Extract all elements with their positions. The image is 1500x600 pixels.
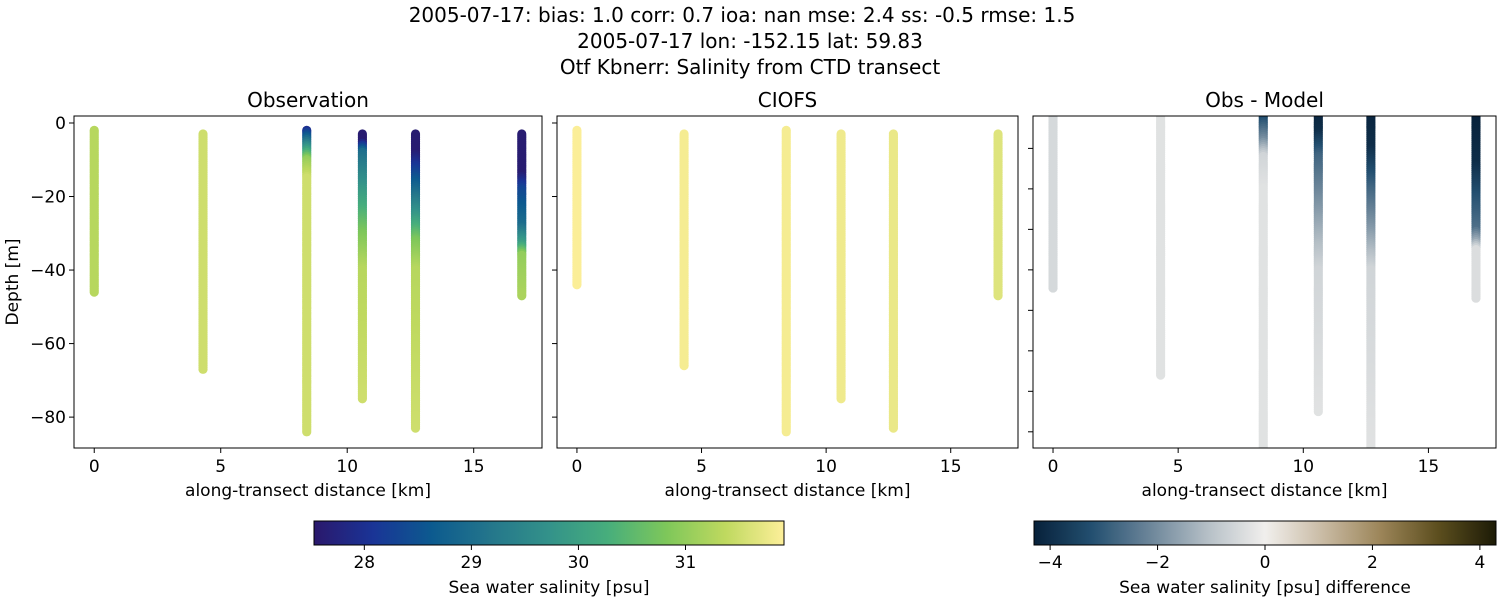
data-point — [836, 394, 846, 404]
station-profile — [1048, 116, 1058, 293]
station-profile — [1471, 116, 1481, 303]
station-profile — [836, 129, 846, 404]
colorbar-tick-label: 29 — [461, 553, 483, 573]
x-tick-label: 10 — [336, 457, 358, 477]
data-point — [517, 291, 527, 301]
x-tick-label: 15 — [463, 457, 485, 477]
x-tick-label: 10 — [1292, 457, 1314, 477]
station-profile — [679, 129, 689, 371]
x-tick-label: 0 — [89, 457, 100, 477]
title-metrics: 2005-07-17: bias: 1.0 corr: 0.7 ioa: nan… — [409, 3, 1076, 27]
colorbar-gradient — [313, 520, 785, 546]
station-profile — [517, 129, 527, 301]
x-axis-label: along-transect distance [km] — [665, 481, 911, 501]
colorbar-label: Sea water salinity [psu] difference — [1119, 578, 1411, 598]
scatter-points — [572, 125, 1003, 437]
x-tick-label: 15 — [1418, 457, 1440, 477]
data-point — [888, 423, 899, 433]
y-tick-label: −80 — [30, 408, 66, 428]
x-tick-label: 0 — [572, 457, 583, 477]
colorbar-tick-label: 4 — [1474, 553, 1485, 573]
station-profile — [357, 129, 367, 404]
title-location: 2005-07-17 lon: -152.15 lat: 59.83 — [577, 29, 923, 53]
x-axis-label: along-transect distance [km] — [1142, 481, 1388, 501]
x-tick-label: 5 — [696, 457, 707, 477]
panel-obs-minus-model: Obs - Model 0 5 10 15 along-transect distance… — [1028, 88, 1497, 501]
data-point — [1366, 443, 1376, 448]
station-profile — [781, 125, 791, 437]
data-point — [198, 364, 208, 374]
panel-title: Observation — [247, 88, 369, 112]
colorbar-tick-label: −4 — [1038, 553, 1063, 573]
colorbar-tick-label: 28 — [353, 553, 375, 573]
y-axis-label: Depth [m] — [3, 238, 23, 325]
data-point — [679, 361, 689, 371]
station-profile — [993, 129, 1003, 301]
data-point — [572, 280, 582, 290]
colorbar-tick-label: 0 — [1260, 553, 1271, 573]
station-profile — [888, 129, 899, 433]
x-tick-label: 0 — [1048, 457, 1059, 477]
panel-title: CIOFS — [758, 88, 817, 112]
axes-frame — [1032, 115, 1497, 449]
y-tick-label: −60 — [30, 335, 66, 355]
y-tick-label: −20 — [30, 188, 66, 208]
axes-frame — [556, 115, 1019, 449]
scatter-points — [1048, 116, 1481, 448]
panel-observation: Observation 0 5 10 15 along-transect distance… — [3, 88, 543, 501]
x-tick-label: 5 — [215, 457, 226, 477]
station-profile — [198, 129, 208, 374]
data-point — [1048, 283, 1058, 293]
data-point — [1313, 406, 1323, 417]
panel-title: Obs - Model — [1205, 88, 1324, 112]
colorbar-tick-label: 30 — [568, 553, 590, 573]
colorbar-difference: −4 −2 0 2 4 Sea water salinity [psu] differen… — [1033, 520, 1497, 598]
colorbar-tick-label: 2 — [1367, 553, 1378, 573]
data-point — [1258, 443, 1268, 448]
station-profile — [302, 125, 312, 437]
station-profile — [1313, 116, 1323, 417]
data-point — [89, 287, 99, 297]
panel-ciofs: CIOFS 0 5 10 15 along-transect distance [km] — [552, 88, 1019, 501]
axes-frame — [73, 115, 543, 449]
data-point — [302, 427, 312, 437]
x-tick-label: 10 — [815, 457, 837, 477]
y-tick-label: −40 — [30, 261, 66, 281]
x-tick-label: 15 — [940, 457, 962, 477]
station-profile — [1156, 116, 1166, 380]
y-tick-label: 0 — [55, 114, 66, 134]
colorbar-tick-label: −2 — [1145, 553, 1170, 573]
colorbar-tick-label: 31 — [675, 553, 697, 573]
station-profile — [410, 129, 421, 433]
colorbar-gradient — [1033, 520, 1497, 546]
station-profile — [89, 125, 99, 297]
title-dataset: Otf Kbnerr: Salinity from CTD transect — [560, 55, 941, 79]
data-point — [357, 394, 367, 404]
station-profile — [572, 125, 582, 290]
station-profile — [1258, 116, 1268, 448]
x-axis-label: along-transect distance [km] — [185, 481, 431, 501]
figure-title: 2005-07-17: bias: 1.0 corr: 0.7 ioa: nan… — [409, 3, 1076, 79]
data-point — [993, 291, 1003, 301]
colorbar-salinity: 28 29 30 31 Sea water salinity [psu] — [313, 520, 785, 598]
data-point — [1471, 293, 1481, 303]
station-profile — [1366, 116, 1376, 448]
data-point — [781, 427, 791, 437]
data-point — [410, 423, 421, 433]
x-tick-label: 5 — [1173, 457, 1184, 477]
scatter-points — [89, 125, 527, 437]
data-point — [1156, 370, 1166, 380]
colorbar-label: Sea water salinity [psu] — [449, 578, 650, 598]
